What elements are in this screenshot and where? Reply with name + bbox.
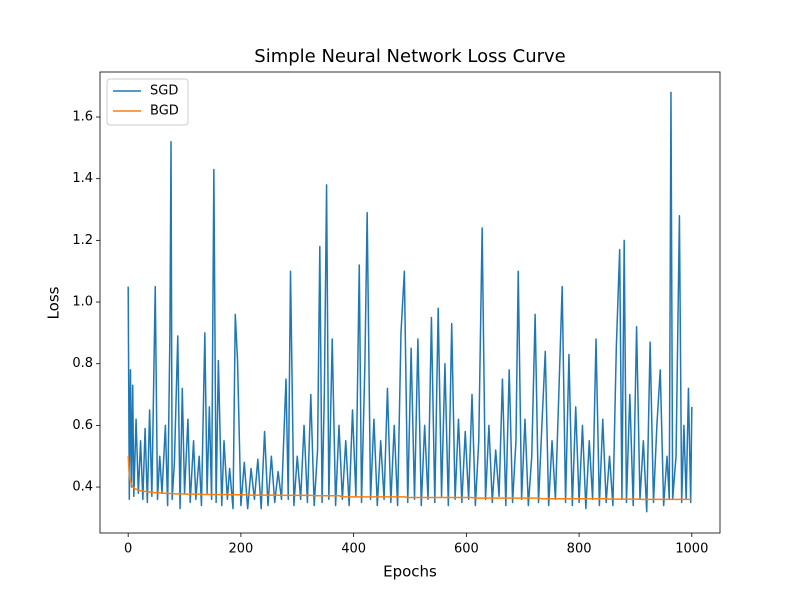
y-tick-label: 1.4 [72,171,93,186]
line-series [127,91,693,513]
legend: SGD BGD [106,78,189,126]
legend-label: BGD [150,104,179,119]
y-tick-label: 1.0 [72,295,93,310]
plot-frame [99,71,721,534]
y-tick-label: 0.8 [72,356,93,371]
x-axis-label: Epochs [383,563,437,581]
x-tick-label: 1000 [675,542,708,557]
x-tick-label: 200 [228,542,253,557]
chart-title: Simple Neural Network Loss Curve [254,46,565,67]
y-tick-label: 1.2 [72,233,93,248]
legend-label: SGD [150,84,178,99]
line-series [127,456,692,501]
x-tick-label: 800 [567,542,592,557]
y-tick-label: 1.6 [72,110,93,125]
y-tick-label: 0.6 [72,418,93,433]
x-tick-label: 0 [124,542,132,557]
x-tick-label: 400 [341,542,366,557]
y-tick-label: 0.4 [72,480,93,495]
x-tick-label: 600 [454,542,479,557]
y-axis-label: Loss [45,286,63,319]
